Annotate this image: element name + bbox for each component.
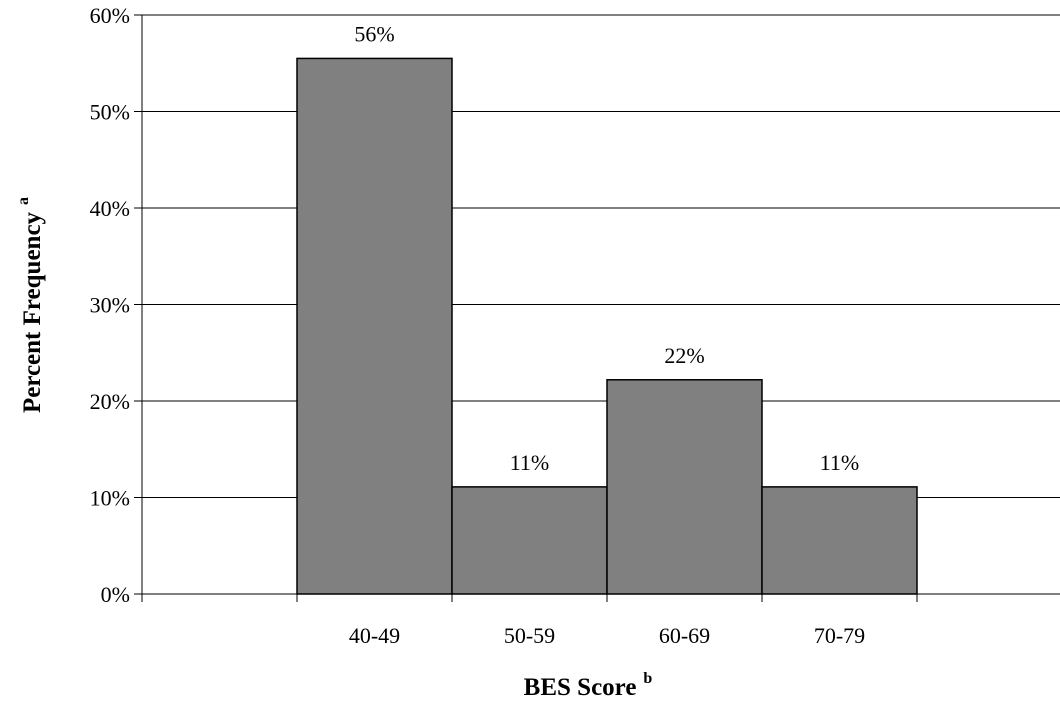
- x-axis-title-text: BES Score: [524, 674, 637, 701]
- x-tick-label: 70-79: [814, 623, 865, 648]
- data-label: 11%: [820, 450, 860, 475]
- x-tick-labels: 40-49 50-59 60-69 70-79: [349, 623, 865, 648]
- data-label: 11%: [510, 450, 550, 475]
- bar: [451, 486, 608, 595]
- data-labels: 56% 11% 22% 11%: [354, 21, 859, 474]
- x-tick-label: 60-69: [659, 623, 710, 648]
- bar: [296, 57, 453, 595]
- bar: [606, 379, 763, 595]
- data-label: 22%: [664, 343, 704, 368]
- gridlines: [142, 14, 1060, 498]
- y-tick-label: 10%: [90, 486, 130, 511]
- y-tick-label: 30%: [90, 293, 130, 318]
- bar: [761, 486, 918, 595]
- y-tick-labels: 0% 10% 20% 30% 40% 50% 60%: [90, 3, 130, 607]
- data-label: 56%: [354, 21, 394, 46]
- bars: [296, 57, 918, 595]
- x-axis-title-superscript: b: [643, 670, 652, 687]
- y-tick-label: 0%: [101, 582, 130, 607]
- y-tick-label: 50%: [90, 100, 130, 125]
- axes: [134, 14, 1060, 602]
- x-tick-label: 40-49: [349, 623, 400, 648]
- y-axis-title: Percent Frequency a: [15, 197, 46, 413]
- y-tick-label: 60%: [90, 3, 130, 28]
- y-tick-label: 20%: [90, 389, 130, 414]
- x-axis-title: BES Score b: [524, 670, 653, 701]
- y-axis-title-text: Percent Frequency: [19, 211, 46, 413]
- y-axis-title-superscript: a: [15, 197, 32, 205]
- y-tick-label: 40%: [90, 196, 130, 221]
- x-tick-label: 50-59: [504, 623, 555, 648]
